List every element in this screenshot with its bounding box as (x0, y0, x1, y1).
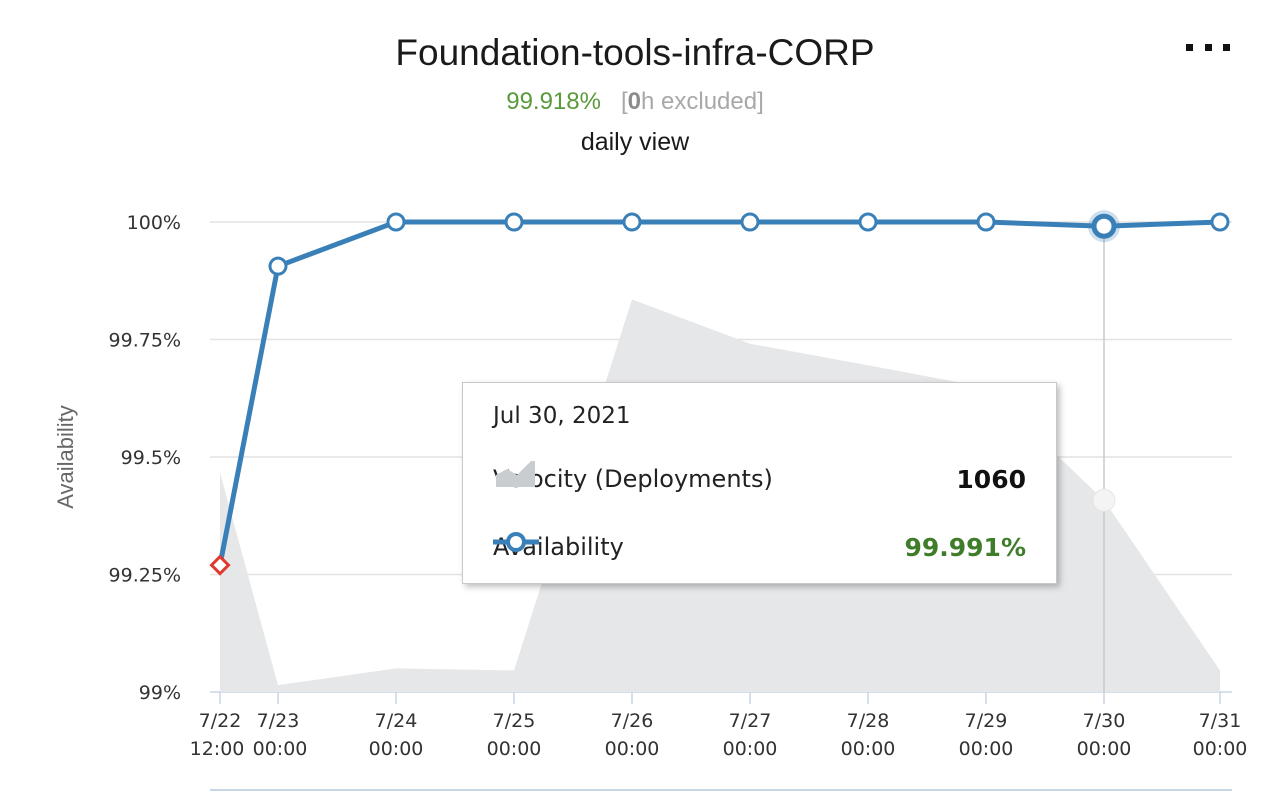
x-tick-label: 7/27 (729, 710, 772, 732)
availability-point (268, 256, 288, 276)
availability-point (740, 212, 760, 232)
more-options-icon[interactable] (1186, 44, 1230, 56)
excluded-suffix: h excluded] (641, 88, 764, 115)
availability-point (976, 212, 996, 232)
tooltip-velocity-value: 1060 (956, 464, 1026, 494)
x-tick-label: 7/28 (847, 710, 890, 732)
tooltip-availability-row: Availability 99.991% (493, 527, 1026, 567)
availability-point (858, 212, 878, 232)
availability-point (386, 212, 406, 232)
tooltip-velocity-label: Velocity (Deployments) (493, 465, 773, 493)
x-tick-label: 7/29 (965, 710, 1008, 732)
x-tick-label: 00:00 (487, 738, 542, 760)
chart-subtitle: 99.918% [0h excluded] (0, 88, 1270, 116)
x-tick-label: 7/23 (257, 710, 300, 732)
line-series-icon (493, 532, 539, 552)
y-tick-label: 99% (139, 682, 181, 704)
x-tick-label: 00:00 (369, 738, 424, 760)
x-tick-label: 12:00 (190, 738, 245, 760)
velocity-hover-point (1092, 488, 1116, 512)
availability-point (622, 212, 642, 232)
excluded-prefix: [ (620, 88, 628, 115)
tooltip-availability-label: Availability (493, 533, 624, 561)
view-label: daily view (580, 128, 690, 156)
tooltip-availability-value: 99.991% (904, 532, 1026, 562)
x-tick-label: 00:00 (841, 738, 896, 760)
x-tick-label: 7/31 (1199, 710, 1242, 732)
x-tick-label: 00:00 (253, 738, 308, 760)
excluded-hours: [0h excluded] (621, 88, 764, 115)
y-tick-label: 99.5% (121, 447, 181, 469)
x-tick-label: 00:00 (1077, 738, 1132, 760)
chart-title: Foundation-tools-infra-CORP (395, 32, 875, 73)
x-tick-label: 00:00 (723, 738, 778, 760)
excluded-hours-value: 0 (627, 88, 642, 115)
x-tick-label: 7/22 (199, 710, 242, 732)
availability-point-low (209, 554, 231, 576)
overall-availability: 99.918% (506, 88, 601, 115)
x-tick-label: 7/24 (375, 710, 418, 732)
tooltip: Jul 30, 2021 Velocity (Deployments) 1060… (462, 382, 1057, 584)
tooltip-date: Jul 30, 2021 (493, 403, 631, 429)
tooltip-velocity-row: Velocity (Deployments) 1060 (493, 459, 1026, 499)
area-series-icon (496, 461, 535, 487)
availability-line (217, 219, 1221, 566)
x-tick-label: 00:00 (1193, 738, 1248, 760)
x-tick-label: 00:00 (605, 738, 660, 760)
availability-point-highlight (1091, 213, 1117, 239)
y-tick-label: 99.25% (109, 565, 181, 587)
availability-point (1210, 212, 1230, 232)
y-tick-label: 99.75% (109, 330, 181, 352)
x-tick-label: 7/25 (493, 710, 536, 732)
y-tick-label: 100% (127, 212, 181, 234)
x-tick-label: 7/26 (611, 710, 654, 732)
x-tick-label: 00:00 (959, 738, 1014, 760)
availability-point (504, 212, 524, 232)
x-tick-label: 7/30 (1083, 710, 1126, 732)
